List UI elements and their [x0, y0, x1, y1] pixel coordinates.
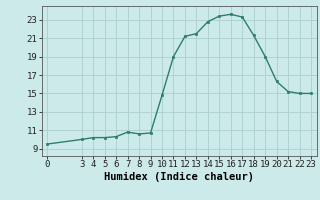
X-axis label: Humidex (Indice chaleur): Humidex (Indice chaleur)	[104, 172, 254, 182]
